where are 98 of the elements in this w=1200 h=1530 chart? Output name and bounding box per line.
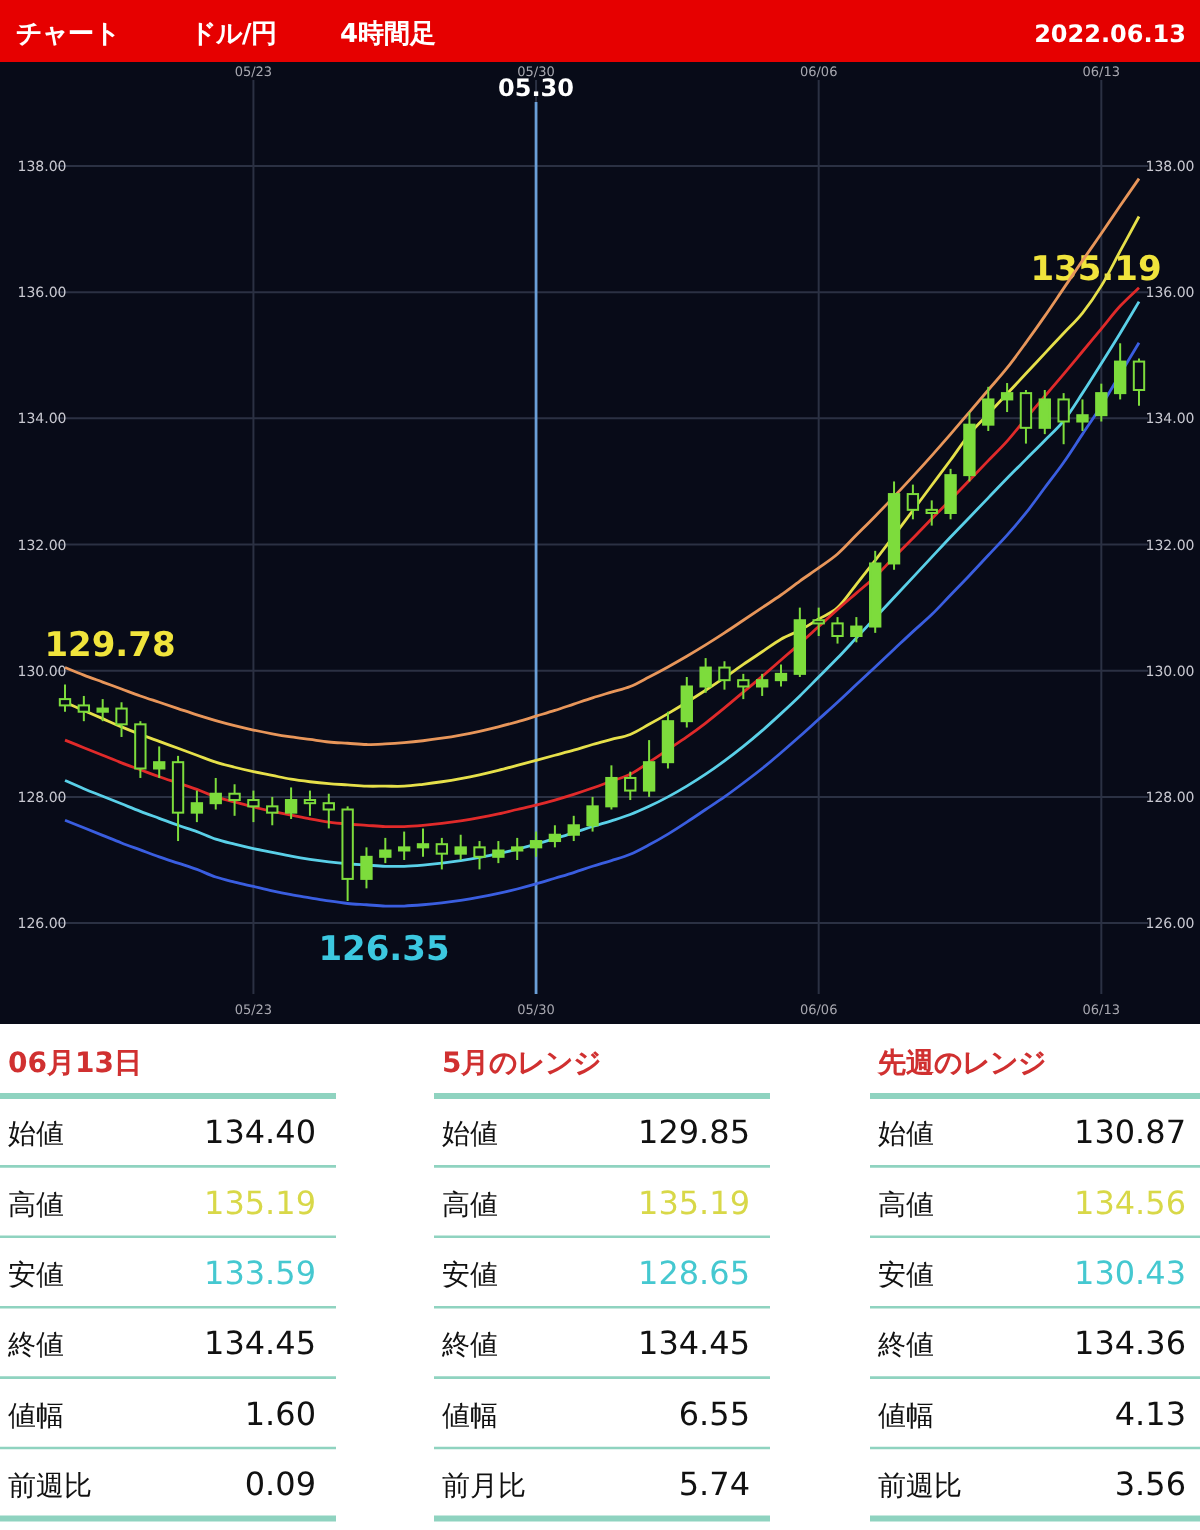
text: 129.85 xyxy=(638,1113,750,1152)
candlestick xyxy=(1132,357,1146,407)
candlestick xyxy=(680,676,693,729)
text: 130.43 xyxy=(1074,1254,1186,1292)
text: 134.56 xyxy=(1074,1183,1186,1222)
candlestick xyxy=(454,833,467,861)
candlestick xyxy=(944,467,957,521)
candlestick xyxy=(831,616,844,645)
candlestick xyxy=(642,739,656,798)
candlestick xyxy=(511,836,524,861)
text: 3.56 xyxy=(1114,1465,1186,1504)
category-label: 前週比 xyxy=(8,1471,92,1504)
candlestick xyxy=(266,795,279,827)
candlestick xyxy=(1000,382,1014,414)
text: 134.36 xyxy=(1074,1324,1186,1363)
text: 133.59 xyxy=(204,1254,316,1292)
category-label: 始値 xyxy=(878,1119,934,1152)
chart-subtitle: 4時間足 xyxy=(340,20,437,50)
text: チャート xyxy=(16,20,120,50)
candlestick xyxy=(850,616,863,644)
candlestick xyxy=(115,701,128,738)
category-label: 値幅 xyxy=(8,1400,64,1433)
candlestick xyxy=(1113,342,1127,401)
text: 1.60 xyxy=(244,1394,316,1433)
candlestick xyxy=(247,789,260,824)
text: 0.09 xyxy=(244,1465,316,1504)
candlestick xyxy=(473,840,486,871)
candlestick xyxy=(77,694,91,723)
candlestick xyxy=(586,795,599,833)
annotation: 126.35 xyxy=(318,930,450,970)
candlestick xyxy=(737,672,750,701)
text: 先週のレンジ xyxy=(876,1048,1046,1080)
annotation: 129.78 xyxy=(44,626,176,666)
text: 128.65 xyxy=(638,1254,750,1292)
text: 134.40 xyxy=(204,1113,316,1152)
candlestick xyxy=(925,499,938,527)
candlestick xyxy=(322,792,335,830)
candlestick xyxy=(416,827,430,858)
candlestick xyxy=(567,814,580,843)
category-label: 終値 xyxy=(876,1330,934,1363)
candlestick xyxy=(699,657,712,694)
chart-title: ドル/円 xyxy=(190,20,278,50)
text: 2022.06.13 xyxy=(1034,20,1186,48)
candlestick xyxy=(906,483,920,521)
text: 4.13 xyxy=(1114,1394,1186,1433)
candlestick xyxy=(624,770,637,802)
text: 130.87 xyxy=(1074,1113,1186,1152)
text: 134.45 xyxy=(638,1324,750,1363)
text: 5.74 xyxy=(678,1465,750,1504)
category-label: 安値 xyxy=(8,1260,64,1292)
text: 06月13日 xyxy=(8,1048,142,1080)
candlestick xyxy=(435,836,449,871)
candlestick xyxy=(718,660,731,691)
candlestick xyxy=(228,783,241,817)
ref-line-label: 05.30 xyxy=(498,74,575,102)
candlestick xyxy=(1095,382,1108,423)
category-label: 高値 xyxy=(878,1189,934,1222)
candlestick xyxy=(209,776,222,811)
text: 135.19 xyxy=(204,1183,316,1222)
category-label: 安値 xyxy=(878,1260,934,1292)
category-label: 始値 xyxy=(8,1119,64,1152)
candlestick xyxy=(96,698,109,723)
candlestick xyxy=(548,824,562,849)
candlestick xyxy=(303,789,317,817)
category-label: 終値 xyxy=(440,1330,498,1363)
candlestick xyxy=(397,830,411,861)
candlestick xyxy=(1076,398,1089,432)
text: 134.45 xyxy=(204,1324,316,1363)
category-label: 値幅 xyxy=(442,1400,498,1433)
category-label: 値幅 xyxy=(878,1400,934,1433)
candlestick xyxy=(58,683,72,713)
candlestick xyxy=(190,789,204,824)
candlestick xyxy=(812,606,825,638)
candlestick xyxy=(1038,388,1051,436)
candlestick xyxy=(284,786,298,820)
category-label: 前月比 xyxy=(442,1471,526,1504)
candlestick xyxy=(774,663,788,688)
text: 5月のレンジ xyxy=(442,1048,602,1080)
candlestick xyxy=(360,846,373,890)
candlestick xyxy=(982,385,995,432)
candlestick xyxy=(379,836,392,865)
candlestick xyxy=(1057,392,1070,446)
candlestick xyxy=(492,840,505,865)
text: 135.19 xyxy=(638,1183,750,1222)
candlestick xyxy=(755,672,769,697)
category-label: 始値 xyxy=(442,1119,498,1152)
candlestick xyxy=(134,720,147,779)
category-label: 前週比 xyxy=(878,1471,962,1504)
category-label: 高値 xyxy=(8,1189,64,1222)
candlestick xyxy=(605,764,618,811)
category-label: 終値 xyxy=(6,1330,64,1363)
candlestick xyxy=(153,745,166,779)
category-label: 安値 xyxy=(442,1260,498,1292)
candlestick xyxy=(661,710,675,770)
candlestick xyxy=(1019,388,1033,445)
category-label: 高値 xyxy=(442,1189,498,1222)
text: 6.55 xyxy=(678,1394,750,1433)
candlestick xyxy=(529,830,543,858)
